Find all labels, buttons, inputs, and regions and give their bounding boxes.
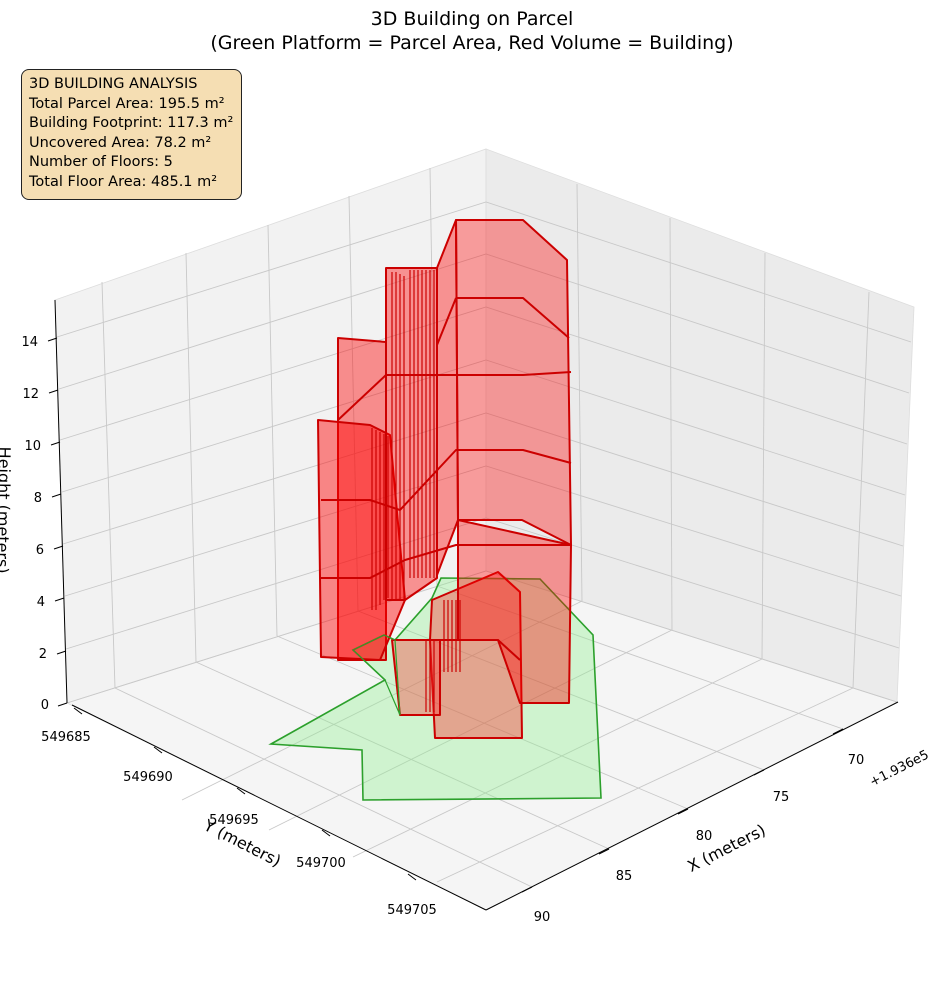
- building-face: [455, 219, 572, 546]
- x-tick-labels: 70 75 80 85 90: [534, 753, 865, 925]
- y-tick-label: 549695: [209, 813, 259, 828]
- y-tick-label: 549685: [41, 730, 91, 745]
- y-tick-label: 549705: [387, 903, 437, 918]
- info-line: Building Footprint: 117.3 m²: [29, 115, 234, 132]
- x-tick-label: 85: [616, 869, 633, 884]
- x-tick-label: 75: [773, 790, 790, 805]
- gridlines: [56, 167, 912, 888]
- z-tick-labels: 0 2 4 6 8 10 12 14: [21, 335, 49, 713]
- y-tick-labels: 549685 549690 549695 549700 549705: [41, 730, 437, 918]
- z-tick-label: 10: [24, 439, 41, 454]
- analysis-info-box: 3D BUILDING ANALYSIS Total Parcel Area: …: [21, 69, 243, 200]
- info-line: Total Parcel Area: 195.5 m²: [29, 95, 225, 112]
- building-volume: [317, 219, 572, 739]
- building-face: [385, 267, 438, 601]
- y-tick-label: 549700: [296, 856, 346, 871]
- y-ticks: [73, 707, 417, 881]
- z-tick-label: 14: [21, 335, 38, 350]
- z-tick-label: 12: [22, 387, 39, 402]
- z-ticks: [47, 337, 68, 707]
- info-line: Number of Floors: 5: [29, 154, 173, 171]
- z-axis-label: Height (meters): [0, 446, 14, 573]
- parcel-inner-outline: [351, 634, 401, 716]
- z-tick-label: 6: [36, 543, 44, 558]
- floor-lines: [321, 297, 572, 716]
- x-ticks: [521, 728, 844, 893]
- x-tick-label: 90: [534, 910, 551, 925]
- building-face: [436, 219, 459, 576]
- info-heading: 3D BUILDING ANALYSIS: [29, 76, 198, 92]
- x-tick-label: 80: [696, 829, 713, 844]
- x-offset-label: +1.936e5: [867, 748, 931, 791]
- z-tick-label: 2: [39, 647, 47, 662]
- z-tick-label: 0: [41, 698, 49, 713]
- z-tick-label: 4: [37, 595, 45, 610]
- chart-subtitle: (Green Platform = Parcel Area, Red Volum…: [210, 32, 734, 54]
- curved-wall: [371, 270, 461, 712]
- info-line: Uncovered Area: 78.2 m²: [29, 134, 212, 151]
- info-line: Total Floor Area: 485.1 m²: [29, 173, 218, 190]
- chart-title: 3D Building on Parcel: [370, 8, 574, 30]
- axis-lines: [54, 299, 899, 911]
- z-tick-label: 8: [34, 491, 42, 506]
- x-tick-label: 70: [848, 753, 865, 768]
- y-tick-label: 549690: [123, 770, 173, 785]
